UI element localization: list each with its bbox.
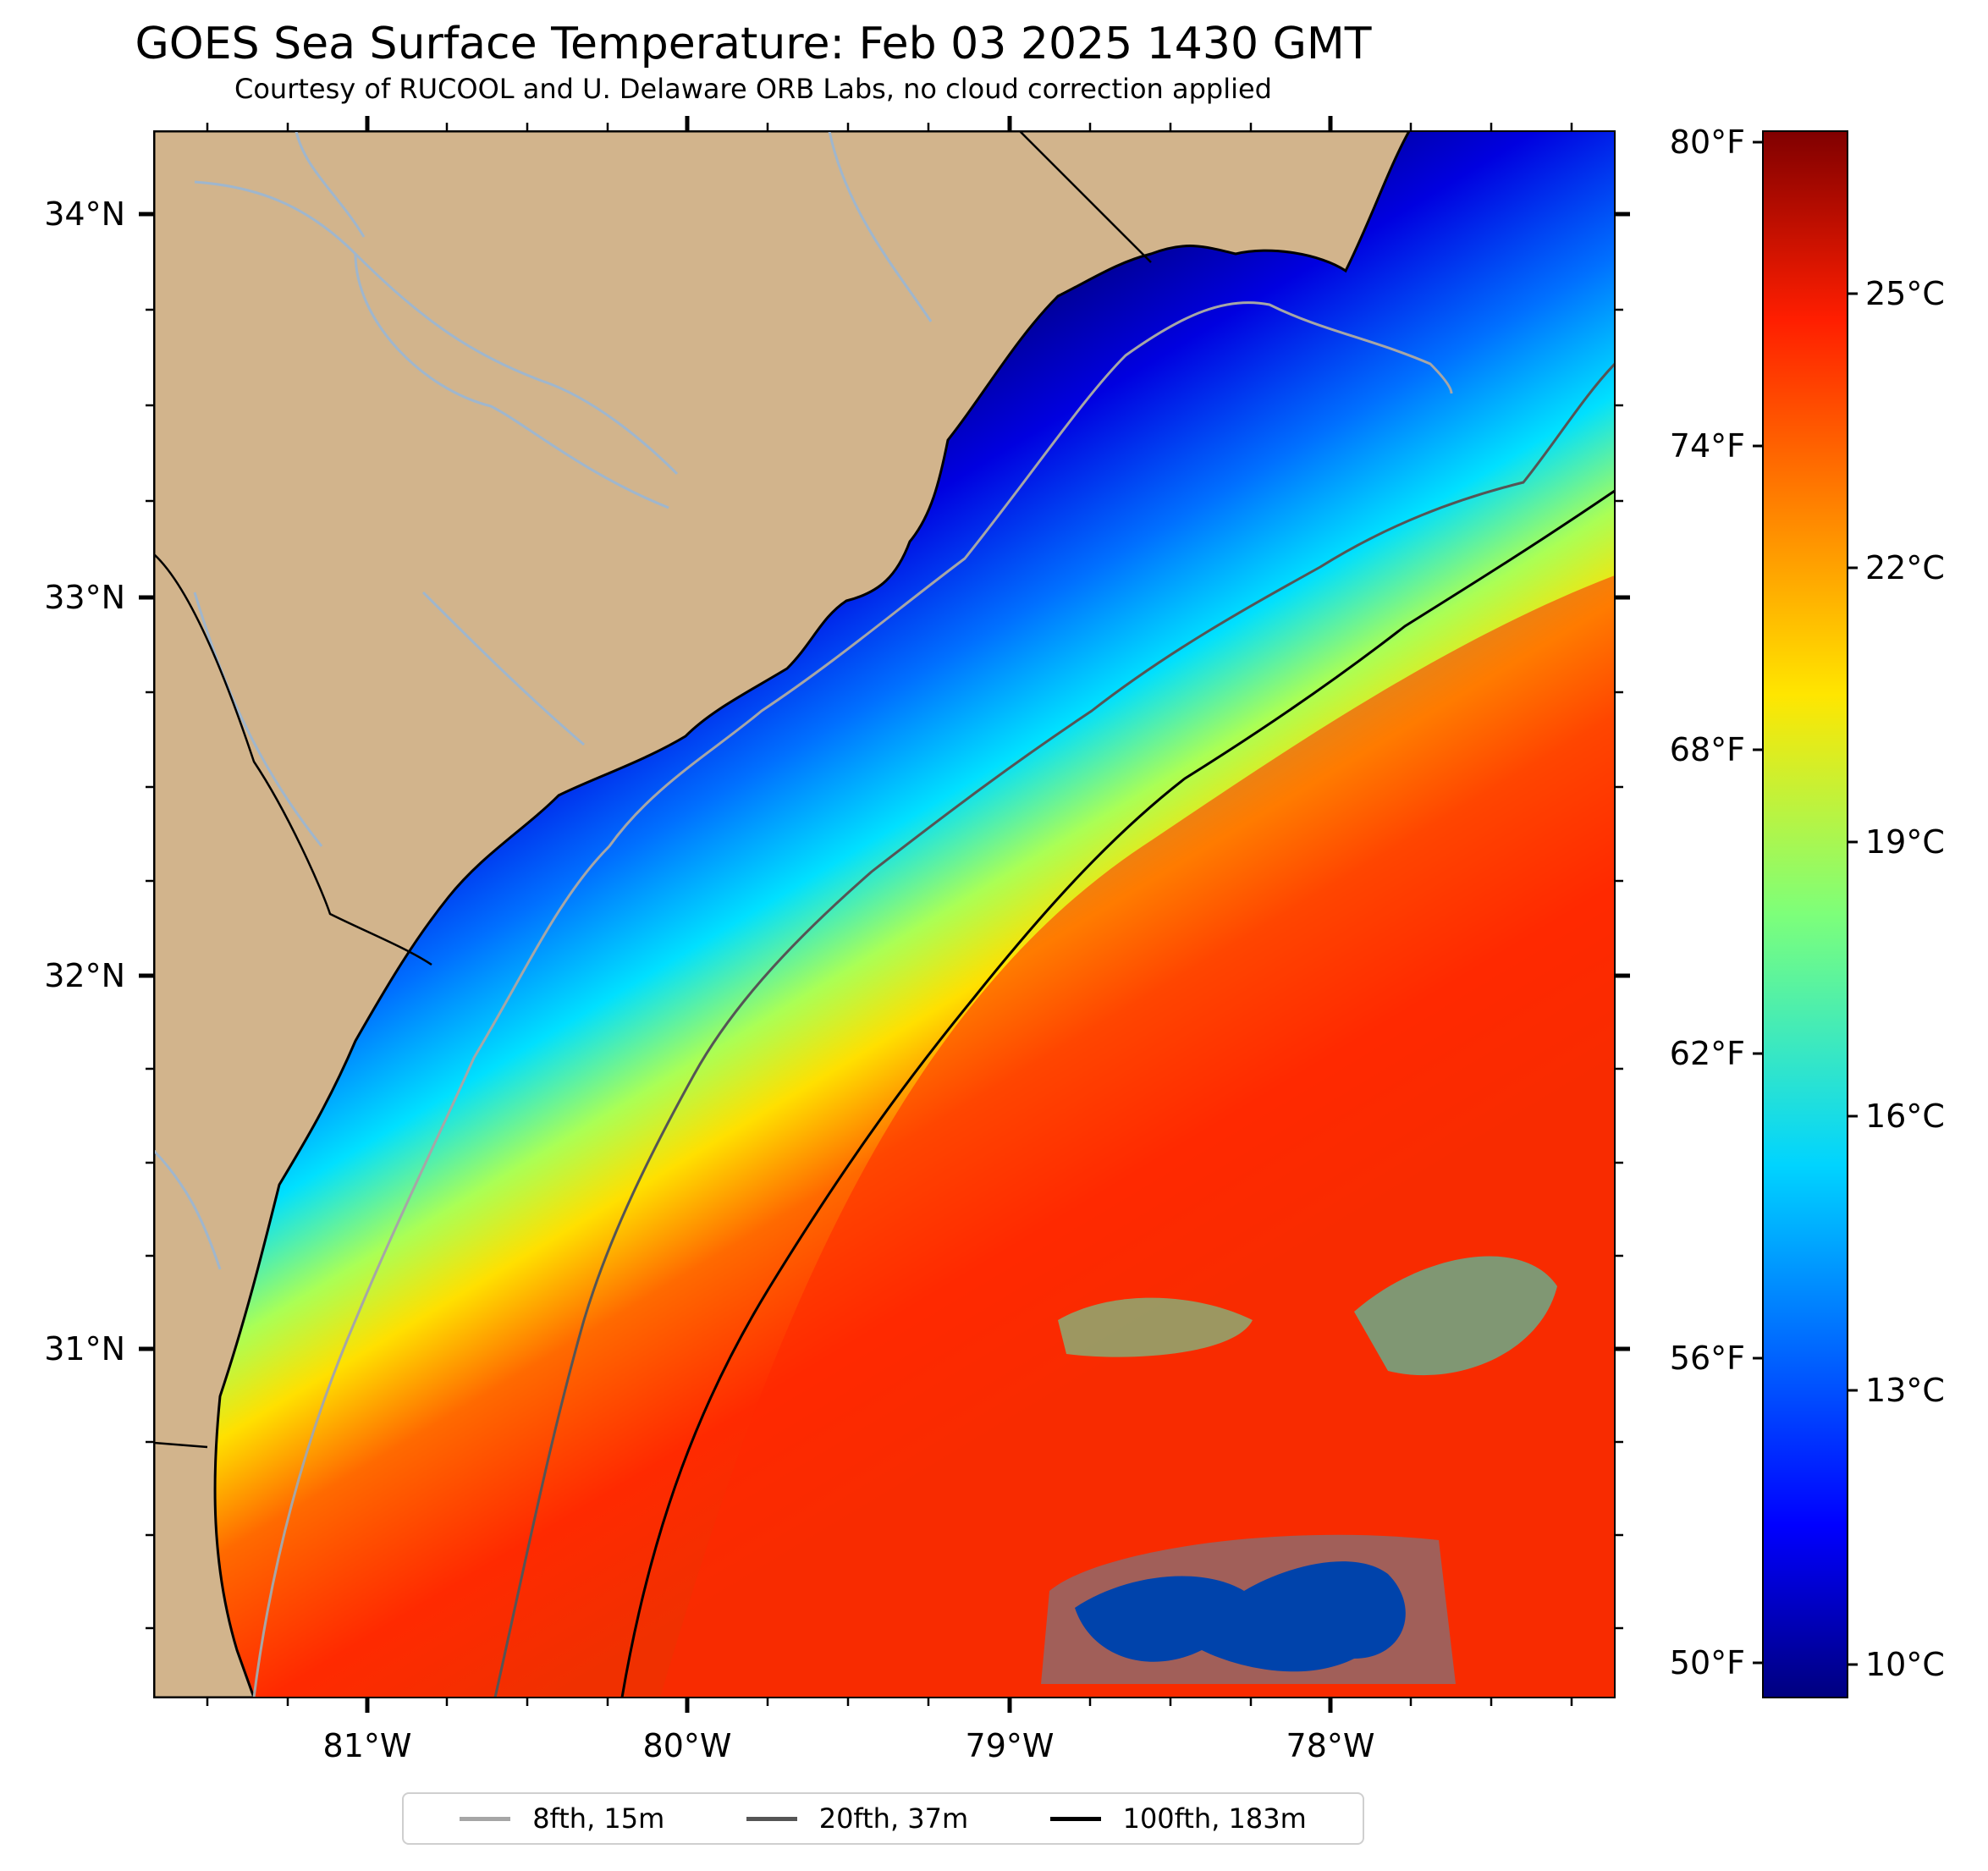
- gulf-stream-warm-region: [660, 575, 1615, 1698]
- colorbar-label-56f: 56°F: [1670, 1340, 1745, 1377]
- river-2: [354, 253, 669, 509]
- chart-title: GOES Sea Surface Temperature: Feb 03 202…: [135, 19, 1372, 69]
- latitude-minor-ticks: [146, 308, 1623, 1630]
- lat-label-33n: 33°N: [44, 579, 125, 616]
- river-6: [193, 592, 323, 847]
- rivers: [154, 131, 933, 1270]
- colorbar-label-19c: 19°C: [1865, 823, 1945, 861]
- longitude-ticks: [365, 116, 1333, 1713]
- legend-item-100fth: 100fth, 183m: [1049, 1802, 1307, 1835]
- legend-swatch-8fth: [460, 1816, 511, 1821]
- cool-patch-east: [1354, 1256, 1557, 1376]
- legend-label-8fth: 8fth, 15m: [532, 1802, 665, 1835]
- legend-label-20fth: 20fth, 37m: [818, 1802, 969, 1835]
- colorbar-label-62f: 62°F: [1670, 1035, 1745, 1072]
- lon-label-81w: 81°W: [323, 1727, 412, 1764]
- cold-eddy-south: [1075, 1561, 1406, 1672]
- colorbar-label-13c: 13°C: [1865, 1372, 1945, 1409]
- colorbar-label-80f: 80°F: [1670, 124, 1745, 161]
- colorbar-label-16c: 16°C: [1865, 1098, 1945, 1135]
- river-5: [421, 591, 585, 746]
- river-4: [828, 131, 933, 322]
- longitude-minor-ticks: [206, 123, 1573, 1706]
- river-1: [194, 180, 679, 476]
- isobath-8fth: [252, 301, 1453, 1698]
- colorbar: [1762, 130, 1848, 1698]
- state-borders: [154, 131, 1152, 1449]
- colorbar-label-22c: 22°C: [1865, 549, 1945, 586]
- map-area: [154, 131, 1615, 1698]
- legend-swatch-100fth: [1049, 1816, 1101, 1821]
- lat-label-34n: 34°N: [44, 195, 125, 233]
- legend-item-20fth: 20fth, 37m: [746, 1802, 968, 1835]
- chart-subtitle: Courtesy of RUCOOL and U. Delaware ORB L…: [234, 73, 1272, 105]
- border-sc-ga: [154, 553, 432, 966]
- cool-patch-central: [1058, 1297, 1253, 1357]
- colorbar-label-50f: 50°F: [1670, 1644, 1745, 1681]
- land-coastline: [154, 131, 1411, 1698]
- lat-label-31n: 31°N: [44, 1330, 125, 1367]
- colorbar-label-74f: 74°F: [1670, 427, 1745, 465]
- lon-label-79w: 79°W: [966, 1727, 1055, 1764]
- lon-label-80w: 80°W: [643, 1727, 732, 1764]
- isobaths: [252, 301, 1615, 1698]
- cool-water-south: [1041, 1534, 1456, 1684]
- colorbar-label-68f: 68°F: [1670, 731, 1745, 768]
- isobath-100fth: [620, 489, 1615, 1698]
- lat-label-32n: 32°N: [44, 957, 125, 994]
- colorbar-f-ticks: [1753, 140, 1763, 1665]
- colorbar-label-25c: 25°C: [1865, 275, 1945, 312]
- colorbar-label-10c: 10°C: [1865, 1646, 1945, 1683]
- isobath-20fth: [493, 362, 1615, 1698]
- map-frame: [153, 130, 1616, 1698]
- river-7: [154, 1149, 222, 1270]
- latitude-ticks: [139, 212, 1630, 1351]
- legend-item-8fth: 8fth, 15m: [460, 1802, 664, 1835]
- border-ga-fl: [154, 1441, 208, 1449]
- legend-label-100fth: 100fth, 183m: [1122, 1802, 1307, 1835]
- lon-label-78w: 78°W: [1286, 1727, 1375, 1764]
- isobath-legend: 8fth, 15m 20fth, 37m 100fth, 183m: [402, 1792, 1364, 1845]
- colorbar-c-ticks: [1848, 292, 1858, 1666]
- river-3: [295, 131, 366, 238]
- border-nc-sc: [1019, 131, 1152, 263]
- legend-swatch-20fth: [746, 1816, 797, 1821]
